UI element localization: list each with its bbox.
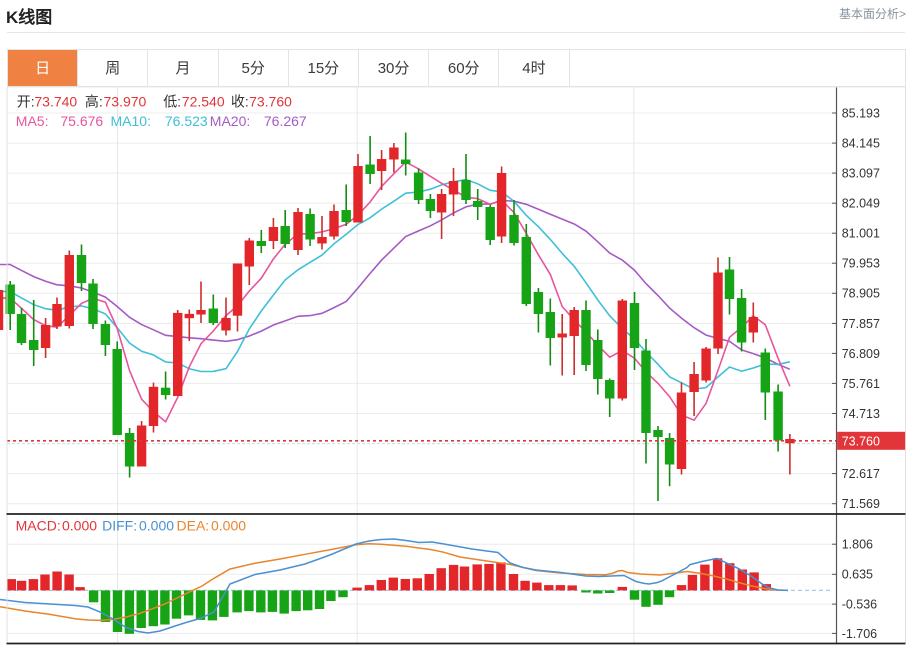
svg-text:-1.706: -1.706 (842, 627, 877, 641)
svg-text:79.953: 79.953 (842, 257, 880, 271)
svg-text:82.049: 82.049 (842, 197, 880, 211)
svg-text:DIFF:: DIFF: (102, 518, 137, 534)
svg-text:73.970: 73.970 (104, 94, 147, 110)
svg-text:0.000: 0.000 (62, 518, 97, 534)
svg-text:MA20:: MA20: (210, 113, 250, 129)
svg-text:72.617: 72.617 (842, 467, 880, 481)
svg-text:MA5:: MA5: (16, 113, 49, 129)
svg-text:0.000: 0.000 (211, 518, 246, 534)
svg-text:76.809: 76.809 (842, 347, 880, 361)
svg-text:收:: 收: (231, 94, 249, 110)
svg-text:84.145: 84.145 (842, 137, 880, 151)
svg-text:1.806: 1.806 (842, 538, 873, 552)
svg-text:MA10:: MA10: (111, 113, 151, 129)
svg-text:85.193: 85.193 (842, 106, 880, 120)
svg-text:76.523: 76.523 (165, 113, 208, 129)
svg-text:73.760: 73.760 (249, 94, 292, 110)
svg-text:71.569: 71.569 (842, 497, 880, 511)
svg-text:0.635: 0.635 (842, 568, 873, 582)
svg-text:75.761: 75.761 (842, 377, 880, 391)
svg-text:75.676: 75.676 (60, 113, 103, 129)
svg-text:78.905: 78.905 (842, 287, 880, 301)
svg-text:77.857: 77.857 (842, 317, 880, 331)
svg-text:83.097: 83.097 (842, 167, 880, 181)
svg-text:0.000: 0.000 (139, 518, 174, 534)
svg-text:72.540: 72.540 (182, 94, 225, 110)
svg-text:DEA:: DEA: (177, 518, 210, 534)
svg-text:73.760: 73.760 (842, 434, 880, 448)
svg-text:-0.536: -0.536 (842, 598, 877, 612)
svg-text:低:: 低: (163, 94, 181, 110)
svg-text:74.713: 74.713 (842, 407, 880, 421)
svg-text:76.267: 76.267 (264, 113, 307, 129)
svg-text:81.001: 81.001 (842, 227, 880, 241)
svg-text:开:: 开: (17, 94, 35, 110)
svg-text:高:: 高: (85, 94, 103, 110)
svg-text:73.740: 73.740 (34, 94, 77, 110)
svg-text:MACD:: MACD: (16, 518, 61, 534)
